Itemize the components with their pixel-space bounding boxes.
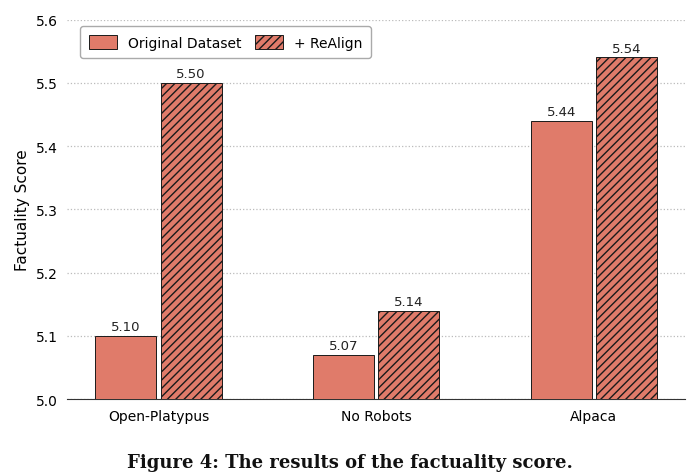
Text: Figure 4: The results of the factuality score.: Figure 4: The results of the factuality …	[127, 453, 573, 471]
Bar	[596, 59, 657, 399]
Text: 5.50: 5.50	[176, 68, 206, 81]
Bar	[531, 121, 592, 399]
Bar	[378, 311, 440, 399]
Text: 5.44: 5.44	[547, 106, 576, 119]
Bar	[313, 355, 374, 399]
Text: 5.14: 5.14	[394, 296, 424, 308]
Legend: Original Dataset, + ReAlign: Original Dataset, + ReAlign	[80, 28, 370, 59]
Text: 5.07: 5.07	[329, 339, 358, 353]
Bar	[161, 84, 222, 399]
Text: 5.54: 5.54	[612, 43, 641, 56]
Text: 5.10: 5.10	[111, 321, 141, 334]
Y-axis label: Factuality Score: Factuality Score	[15, 149, 30, 271]
Bar	[95, 336, 156, 399]
